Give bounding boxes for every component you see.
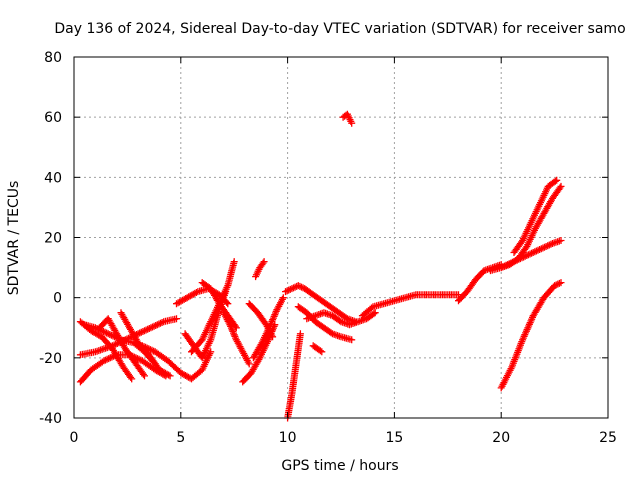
series-track-s (294, 303, 356, 344)
data-point-markers (198, 279, 240, 332)
data-points (76, 110, 565, 422)
series-track-aa (497, 237, 565, 272)
data-point-markers (96, 315, 148, 380)
data-point-markers (249, 294, 287, 362)
y-axis-label: SDTVAR / TECUs (6, 181, 22, 296)
y-tick-label: -20 (39, 351, 62, 367)
series-track-w (358, 291, 462, 320)
data-point-markers (303, 309, 379, 329)
data-point-markers (188, 258, 238, 356)
series-track-u (309, 342, 326, 356)
x-tick-label: 0 (70, 430, 79, 446)
y-tick-label: 20 (44, 231, 62, 247)
y-tick-label: 80 (44, 50, 62, 66)
y-tick-label: 60 (44, 110, 62, 126)
data-point-markers (339, 110, 356, 127)
data-point-markers (497, 237, 565, 272)
series-track-o (252, 258, 268, 281)
y-tick-label: -40 (39, 411, 62, 427)
y-tick-label: 0 (53, 291, 62, 307)
data-point-markers (309, 342, 326, 356)
x-tick-label: 15 (385, 430, 403, 446)
series-track-q (282, 282, 360, 326)
x-tick-label: 20 (492, 430, 510, 446)
data-point-markers (220, 309, 253, 368)
series-track-p (249, 294, 287, 362)
series-track-l (220, 309, 253, 368)
series-track-k (198, 279, 240, 332)
series-track-t (303, 309, 379, 329)
data-point-markers (358, 291, 462, 320)
data-point-markers (252, 258, 268, 281)
grid-lines (74, 57, 608, 418)
x-tick-label: 10 (279, 430, 297, 446)
x-tick-label: 25 (599, 430, 617, 446)
data-point-markers (282, 282, 360, 326)
data-point-markers (497, 279, 565, 392)
data-point-markers (294, 303, 356, 344)
y-tick-label: 40 (44, 170, 62, 186)
axis-ticks: 0 5 10 15 20 25 -40 -20 0 20 40 60 80 (39, 50, 617, 446)
data-point-markers (510, 176, 561, 256)
chart-title: Day 136 of 2024, Sidereal Day-to-day VTE… (54, 21, 625, 37)
series-track-e (96, 315, 148, 380)
series-track-v (339, 110, 356, 127)
x-tick-label: 5 (176, 430, 185, 446)
x-axis-label: GPS time / hours (281, 458, 398, 474)
series-track-g (138, 342, 215, 383)
data-point-markers (284, 330, 304, 422)
data-point-markers (138, 342, 215, 383)
series-track-j (188, 258, 238, 356)
series-track-bb (497, 279, 565, 392)
series-track-z (510, 176, 561, 256)
series-track-r (284, 330, 304, 422)
